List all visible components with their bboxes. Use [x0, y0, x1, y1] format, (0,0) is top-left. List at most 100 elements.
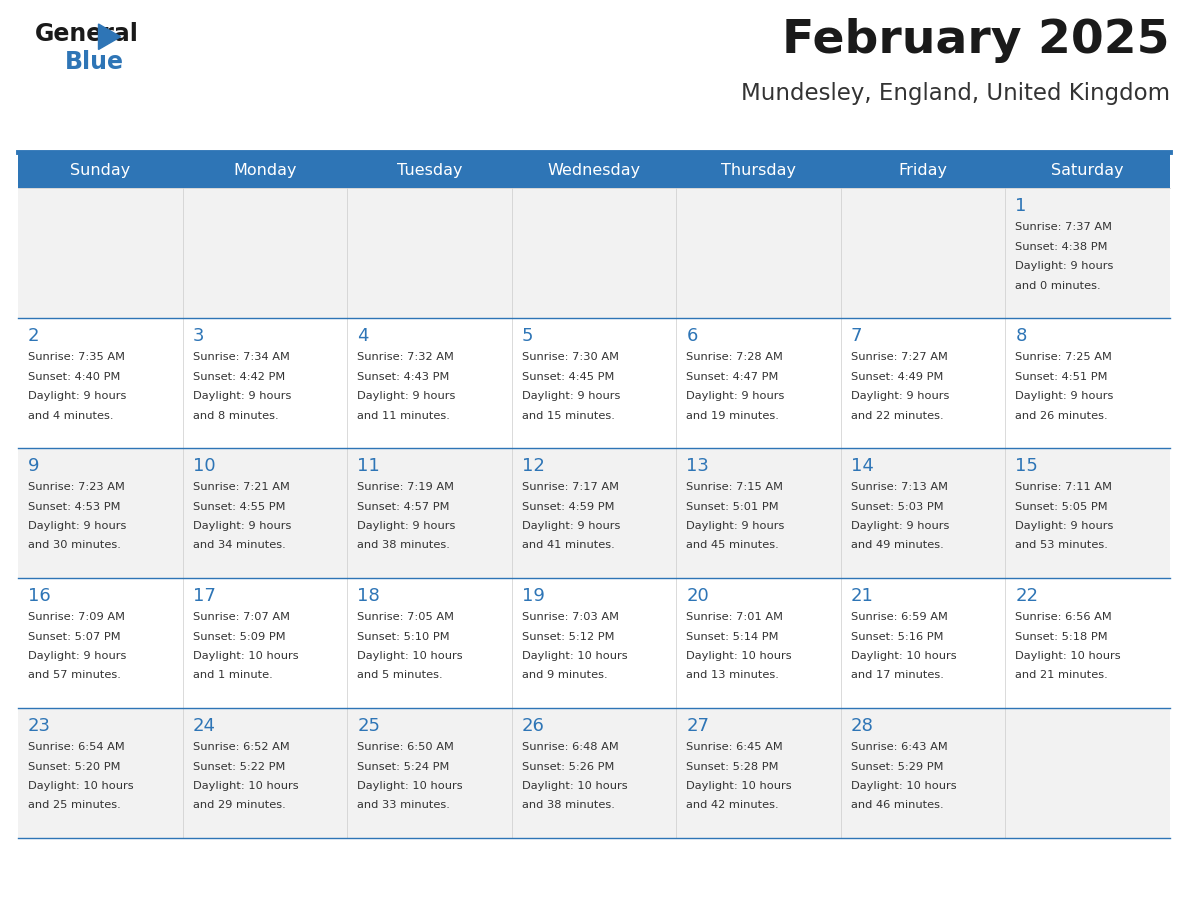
Text: Sunset: 4:57 PM: Sunset: 4:57 PM: [358, 501, 449, 511]
Text: Sunrise: 7:21 AM: Sunrise: 7:21 AM: [192, 482, 290, 492]
Text: Daylight: 10 hours: Daylight: 10 hours: [1016, 651, 1121, 661]
Text: and 0 minutes.: and 0 minutes.: [1016, 281, 1101, 290]
Text: Sunrise: 7:19 AM: Sunrise: 7:19 AM: [358, 482, 454, 492]
Text: and 34 minutes.: and 34 minutes.: [192, 541, 285, 551]
Text: Sunset: 5:18 PM: Sunset: 5:18 PM: [1016, 632, 1108, 642]
Text: 1: 1: [1016, 197, 1026, 215]
Bar: [18, 448, 1170, 578]
Text: Friday: Friday: [898, 162, 948, 177]
Text: and 26 minutes.: and 26 minutes.: [1016, 410, 1108, 420]
Text: Sunrise: 7:23 AM: Sunrise: 7:23 AM: [29, 482, 125, 492]
Text: Daylight: 9 hours: Daylight: 9 hours: [29, 651, 126, 661]
Text: Sunrise: 7:11 AM: Sunrise: 7:11 AM: [1016, 482, 1112, 492]
Text: and 1 minute.: and 1 minute.: [192, 670, 272, 680]
Text: 18: 18: [358, 587, 380, 605]
Text: and 38 minutes.: and 38 minutes.: [358, 541, 450, 551]
Text: 4: 4: [358, 327, 368, 345]
Text: 16: 16: [29, 587, 51, 605]
Text: Tuesday: Tuesday: [397, 162, 462, 177]
Bar: [18, 152, 1170, 188]
Text: Sunrise: 7:09 AM: Sunrise: 7:09 AM: [29, 612, 125, 622]
Text: and 57 minutes.: and 57 minutes.: [29, 670, 121, 680]
Text: 26: 26: [522, 717, 544, 735]
Text: Daylight: 9 hours: Daylight: 9 hours: [29, 391, 126, 401]
Text: Daylight: 10 hours: Daylight: 10 hours: [687, 651, 792, 661]
Text: and 46 minutes.: and 46 minutes.: [851, 800, 943, 811]
Text: and 5 minutes.: and 5 minutes.: [358, 670, 443, 680]
Text: Daylight: 10 hours: Daylight: 10 hours: [192, 651, 298, 661]
Text: Sunrise: 7:27 AM: Sunrise: 7:27 AM: [851, 352, 948, 362]
Text: Daylight: 9 hours: Daylight: 9 hours: [1016, 391, 1114, 401]
Text: and 13 minutes.: and 13 minutes.: [687, 670, 779, 680]
Text: Sunset: 5:01 PM: Sunset: 5:01 PM: [687, 501, 779, 511]
Text: Sunset: 4:42 PM: Sunset: 4:42 PM: [192, 372, 285, 382]
Bar: [18, 318, 1170, 448]
Text: Sunset: 5:03 PM: Sunset: 5:03 PM: [851, 501, 943, 511]
Text: Daylight: 9 hours: Daylight: 9 hours: [522, 391, 620, 401]
Text: 9: 9: [29, 457, 39, 475]
Bar: [18, 188, 1170, 318]
Text: Sunset: 4:55 PM: Sunset: 4:55 PM: [192, 501, 285, 511]
Text: Sunrise: 6:50 AM: Sunrise: 6:50 AM: [358, 742, 454, 752]
Text: and 8 minutes.: and 8 minutes.: [192, 410, 278, 420]
Text: 27: 27: [687, 717, 709, 735]
Text: 22: 22: [1016, 587, 1038, 605]
Text: Sunset: 5:24 PM: Sunset: 5:24 PM: [358, 762, 449, 771]
Text: Daylight: 9 hours: Daylight: 9 hours: [192, 391, 291, 401]
Text: Daylight: 10 hours: Daylight: 10 hours: [358, 781, 463, 791]
Text: and 15 minutes.: and 15 minutes.: [522, 410, 614, 420]
Text: February 2025: February 2025: [783, 18, 1170, 63]
Text: Sunset: 4:40 PM: Sunset: 4:40 PM: [29, 372, 120, 382]
Text: and 25 minutes.: and 25 minutes.: [29, 800, 121, 811]
Text: Daylight: 10 hours: Daylight: 10 hours: [192, 781, 298, 791]
Text: Sunrise: 6:52 AM: Sunrise: 6:52 AM: [192, 742, 290, 752]
Text: Daylight: 9 hours: Daylight: 9 hours: [1016, 521, 1114, 531]
Text: Sunrise: 7:15 AM: Sunrise: 7:15 AM: [687, 482, 783, 492]
Text: Sunset: 4:47 PM: Sunset: 4:47 PM: [687, 372, 778, 382]
Text: and 53 minutes.: and 53 minutes.: [1016, 541, 1108, 551]
Text: and 17 minutes.: and 17 minutes.: [851, 670, 943, 680]
Text: Daylight: 9 hours: Daylight: 9 hours: [851, 391, 949, 401]
Text: 2: 2: [29, 327, 39, 345]
Text: and 45 minutes.: and 45 minutes.: [687, 541, 779, 551]
Text: and 49 minutes.: and 49 minutes.: [851, 541, 943, 551]
Text: Sunset: 4:53 PM: Sunset: 4:53 PM: [29, 501, 120, 511]
Text: Sunrise: 7:05 AM: Sunrise: 7:05 AM: [358, 612, 454, 622]
Text: 3: 3: [192, 327, 204, 345]
Text: Sunrise: 6:56 AM: Sunrise: 6:56 AM: [1016, 612, 1112, 622]
Text: Sunrise: 7:35 AM: Sunrise: 7:35 AM: [29, 352, 125, 362]
Text: Sunrise: 7:37 AM: Sunrise: 7:37 AM: [1016, 222, 1112, 232]
Text: Daylight: 9 hours: Daylight: 9 hours: [522, 521, 620, 531]
Text: Sunset: 5:28 PM: Sunset: 5:28 PM: [687, 762, 779, 771]
Text: 5: 5: [522, 327, 533, 345]
Text: Sunrise: 7:32 AM: Sunrise: 7:32 AM: [358, 352, 454, 362]
Text: Daylight: 10 hours: Daylight: 10 hours: [358, 651, 463, 661]
Text: Sunset: 4:49 PM: Sunset: 4:49 PM: [851, 372, 943, 382]
Text: Blue: Blue: [65, 50, 124, 74]
Text: 23: 23: [29, 717, 51, 735]
Text: Sunset: 5:20 PM: Sunset: 5:20 PM: [29, 762, 120, 771]
Text: Sunset: 5:29 PM: Sunset: 5:29 PM: [851, 762, 943, 771]
Text: and 33 minutes.: and 33 minutes.: [358, 800, 450, 811]
Text: and 41 minutes.: and 41 minutes.: [522, 541, 614, 551]
Text: Monday: Monday: [233, 162, 297, 177]
Polygon shape: [99, 24, 120, 50]
Text: and 29 minutes.: and 29 minutes.: [192, 800, 285, 811]
Text: Sunset: 4:59 PM: Sunset: 4:59 PM: [522, 501, 614, 511]
Text: 19: 19: [522, 587, 544, 605]
Text: Sunset: 5:07 PM: Sunset: 5:07 PM: [29, 632, 121, 642]
Text: Sunrise: 7:07 AM: Sunrise: 7:07 AM: [192, 612, 290, 622]
Text: Sunset: 5:26 PM: Sunset: 5:26 PM: [522, 762, 614, 771]
Text: Sunset: 4:45 PM: Sunset: 4:45 PM: [522, 372, 614, 382]
Bar: [18, 578, 1170, 708]
Text: Sunset: 5:10 PM: Sunset: 5:10 PM: [358, 632, 450, 642]
Text: and 4 minutes.: and 4 minutes.: [29, 410, 114, 420]
Text: Daylight: 9 hours: Daylight: 9 hours: [851, 521, 949, 531]
Text: and 38 minutes.: and 38 minutes.: [522, 800, 614, 811]
Text: Daylight: 9 hours: Daylight: 9 hours: [192, 521, 291, 531]
Text: Daylight: 9 hours: Daylight: 9 hours: [358, 391, 455, 401]
Text: Daylight: 9 hours: Daylight: 9 hours: [1016, 261, 1114, 271]
Text: Sunrise: 7:17 AM: Sunrise: 7:17 AM: [522, 482, 619, 492]
Text: 13: 13: [687, 457, 709, 475]
Text: Sunset: 5:22 PM: Sunset: 5:22 PM: [192, 762, 285, 771]
